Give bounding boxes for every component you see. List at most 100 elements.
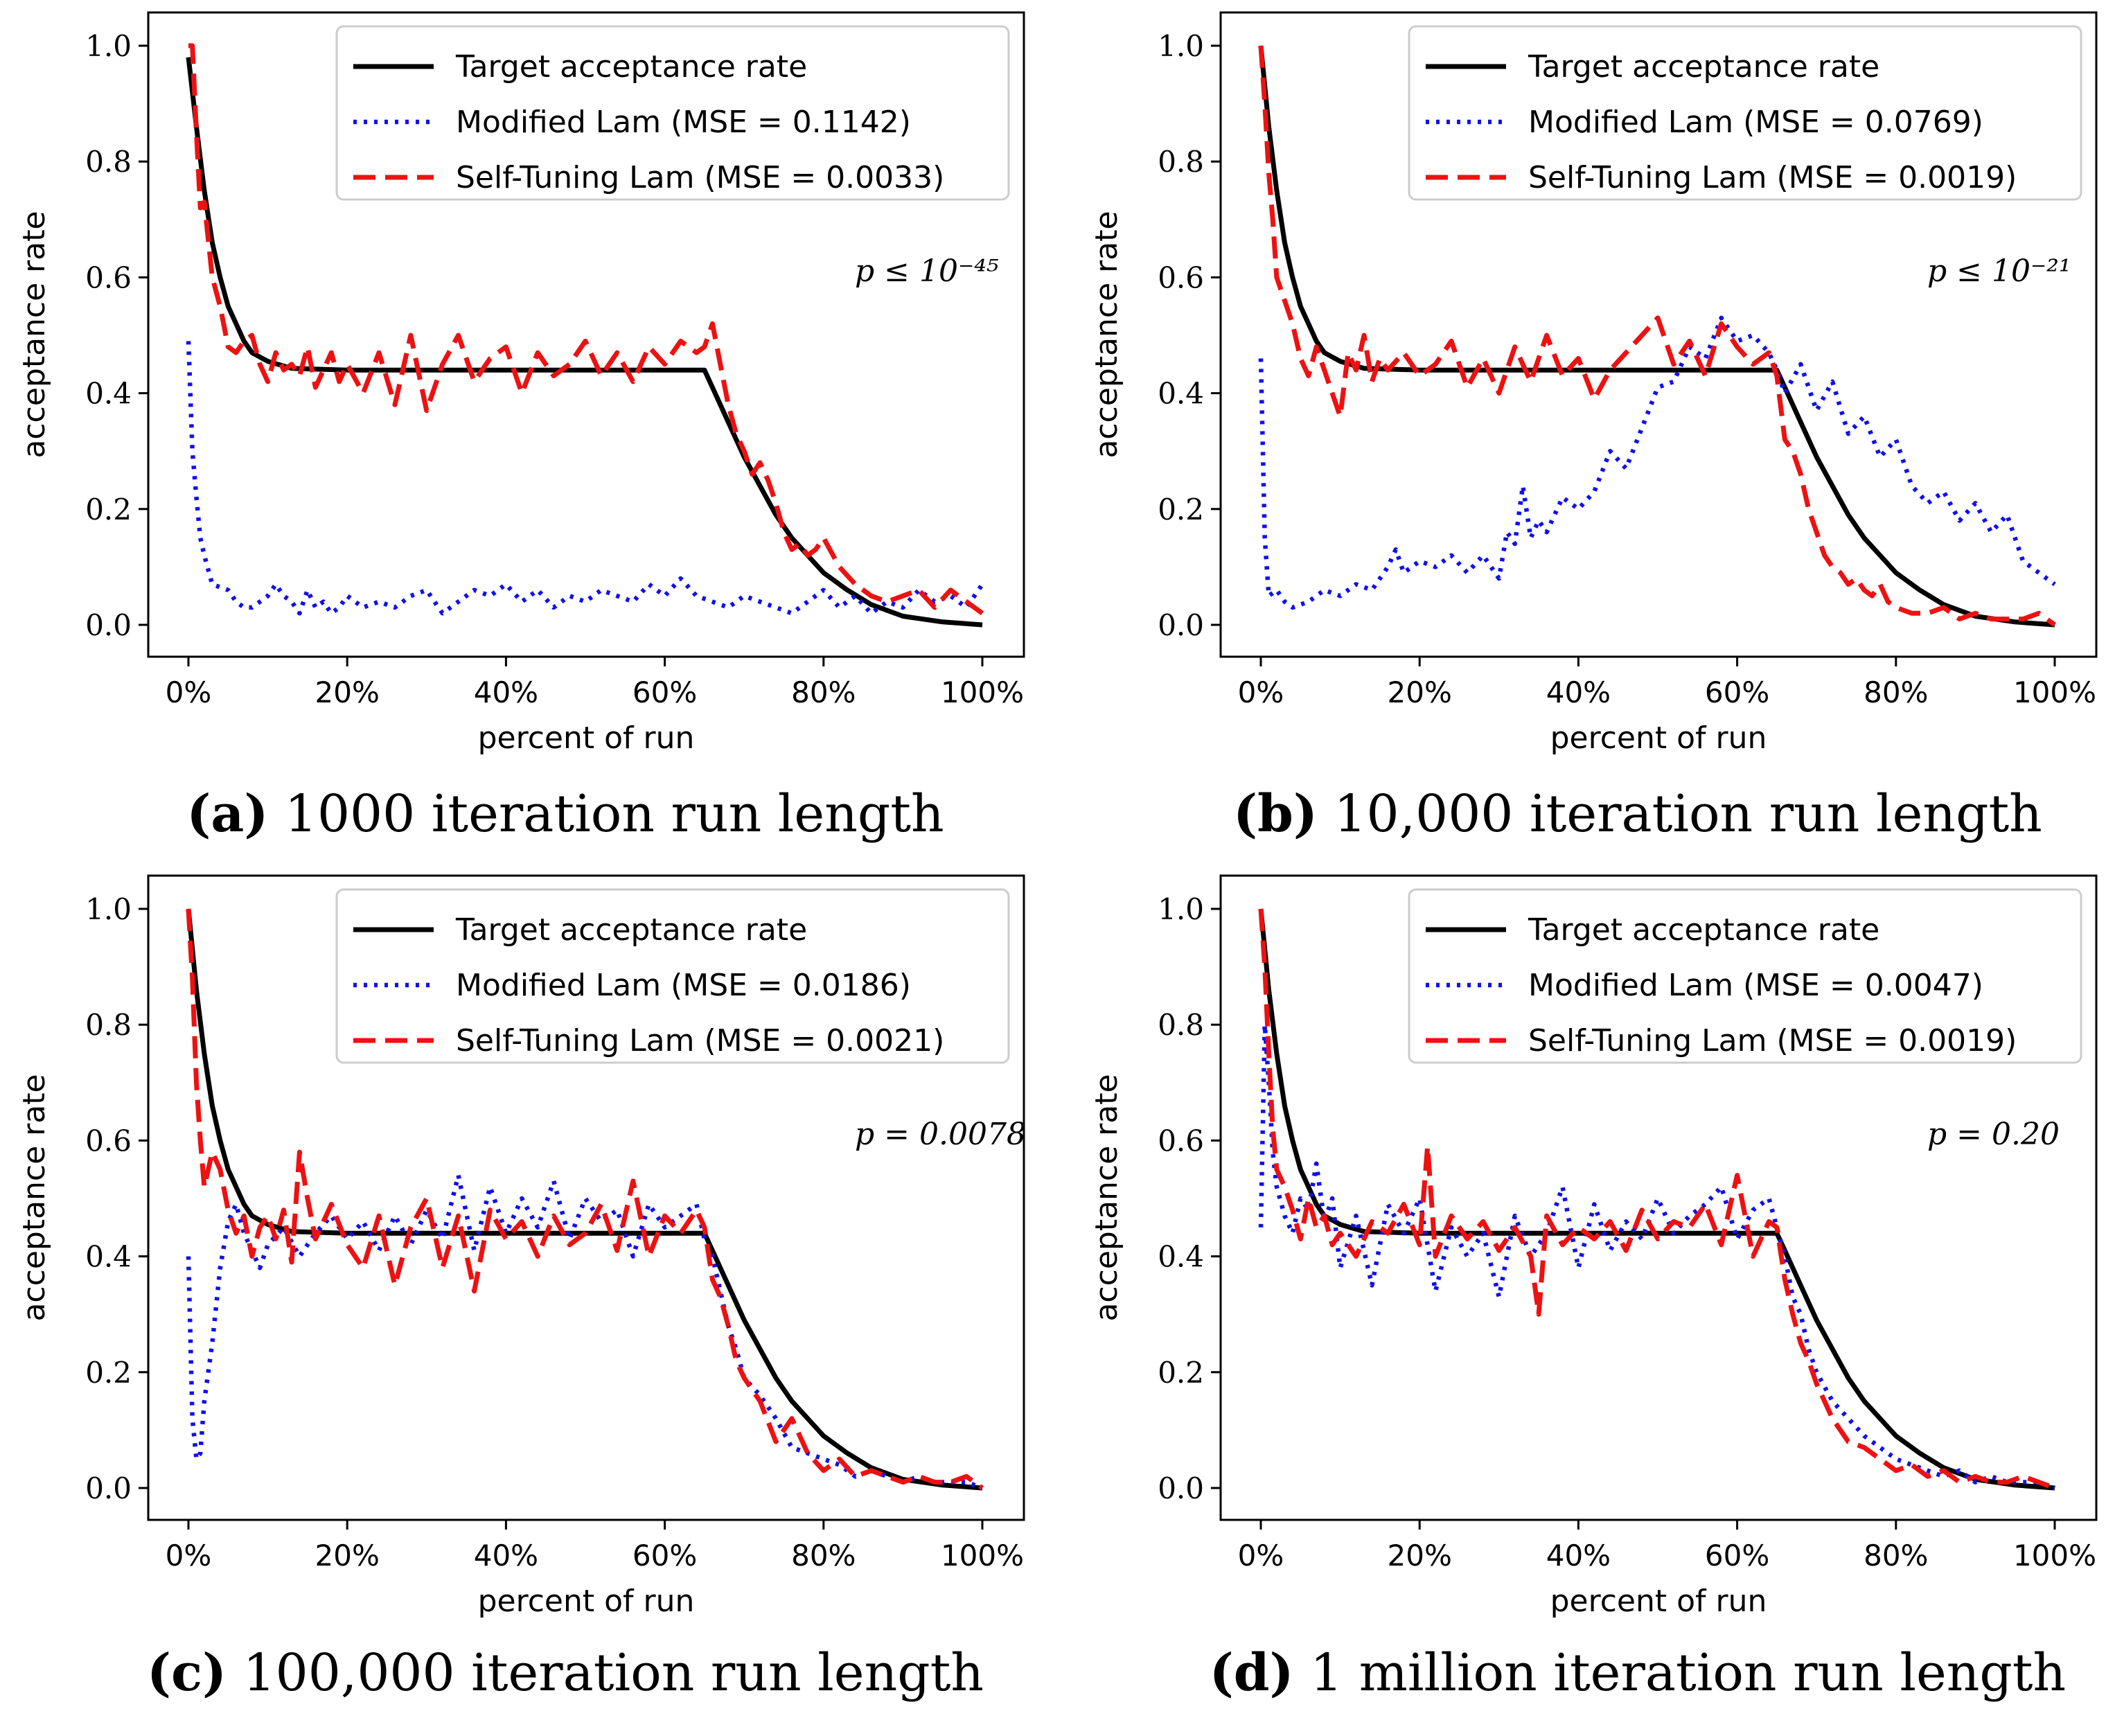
- x-tick-label: 0%: [166, 675, 212, 709]
- modified-lam-line: [186, 341, 984, 616]
- target-line: [1258, 45, 2055, 628]
- y-tick-label: 0.4: [1158, 377, 1204, 411]
- x-tick-label: 0%: [1238, 1539, 1284, 1573]
- y-tick-label: 0.0: [85, 1471, 132, 1505]
- x-tick-label: 20%: [1388, 1539, 1452, 1573]
- y-tick-label: 0.2: [1158, 1356, 1204, 1390]
- legend-label: Modified Lam (MSE = 0.0769): [1528, 105, 1983, 140]
- y-axis-label: acceptance rate: [17, 211, 52, 458]
- x-tick-label: 20%: [1388, 675, 1452, 709]
- subfigure-caption: (c) 100,000 iteration run length: [147, 1643, 984, 1703]
- x-tick-label: 100%: [2013, 1539, 2096, 1573]
- chart-panel-d: 0.0 0.2 0.4 0.6 0.8 1.0 0% 20% 40% 60% 80% 100% perc…: [1089, 874, 2098, 1703]
- caption-text: 100,000 iteration run length: [227, 1643, 984, 1703]
- caption-letter: (d): [1210, 1643, 1294, 1703]
- y-tick-label: 0.2: [1158, 493, 1204, 526]
- x-tick-label: 60%: [1705, 675, 1769, 709]
- legend-label: Self-Tuning Lam (MSE = 0.0021): [456, 1023, 944, 1059]
- subfigure-caption: (a) 1000 iteration run length: [186, 784, 944, 844]
- legend-label: Modified Lam (MSE = 0.0186): [456, 968, 911, 1003]
- self-tuning-lam-line: [1258, 908, 2056, 1491]
- x-tick-label: 80%: [791, 1539, 856, 1573]
- modified-lam-line: [186, 1173, 984, 1491]
- legend-box: [1408, 25, 2082, 201]
- x-axis-label: percent of run: [478, 720, 695, 756]
- caption-letter: (a): [186, 784, 268, 844]
- y-tick-label: 0.8: [85, 145, 132, 179]
- x-tick-label: 20%: [315, 1539, 380, 1573]
- caption-text: 10,000 iteration run length: [1318, 784, 2042, 844]
- y-tick-label: 0.8: [1158, 1008, 1204, 1042]
- caption-letter: (b): [1233, 784, 1318, 844]
- plot-frame: [1219, 874, 2098, 1521]
- legend-box: [335, 25, 1010, 201]
- p-value-annotation: p ≤ 10⁻²¹: [1927, 254, 2071, 289]
- y-tick-label: 0.8: [1158, 145, 1204, 179]
- legend-label: Self-Tuning Lam (MSE = 0.0019): [1528, 160, 2017, 195]
- legend-label: Target acceptance rate: [455, 49, 807, 85]
- x-tick-label: 60%: [632, 1539, 697, 1573]
- x-tick-label: 20%: [315, 675, 380, 709]
- y-axis-label: acceptance rate: [1089, 211, 1124, 458]
- y-tick-label: 0.4: [85, 377, 132, 411]
- legend-box: [1408, 888, 2082, 1064]
- x-tick-label: 60%: [632, 675, 697, 709]
- y-axis-label: acceptance rate: [17, 1074, 52, 1321]
- y-tick-label: 0.2: [85, 493, 132, 526]
- legend-label: Target acceptance rate: [455, 912, 807, 948]
- self-tuning-lam-line: [186, 908, 984, 1490]
- legend-label: Modified Lam (MSE = 0.1142): [456, 105, 911, 140]
- legend-label: Self-Tuning Lam (MSE = 0.0019): [1528, 1023, 2017, 1059]
- y-tick-label: 0.6: [1158, 260, 1204, 294]
- y-tick-label: 0.6: [85, 1124, 132, 1158]
- y-tick-label: 0.8: [85, 1008, 132, 1042]
- y-tick-label: 0.4: [85, 1240, 132, 1274]
- legend-label: Modified Lam (MSE = 0.0047): [1528, 968, 1983, 1003]
- x-tick-label: 40%: [474, 675, 538, 709]
- x-tick-label: 40%: [1546, 1539, 1611, 1573]
- x-axis-label: percent of run: [1550, 720, 1767, 756]
- target-line: [1258, 908, 2055, 1491]
- caption-text: 1000 iteration run length: [268, 784, 944, 844]
- modified-lam-line: [1258, 315, 2056, 610]
- chart-panel-c: 0.0 0.2 0.4 0.6 0.8 1.0 0% 20% 40% 60% 80% 100% perc…: [17, 874, 1026, 1703]
- x-axis-label: percent of run: [478, 1584, 695, 1619]
- subfigure-caption: (b) 10,000 iteration run length: [1233, 784, 2042, 844]
- x-tick-label: 100%: [2013, 675, 2096, 709]
- plot-frame: [147, 874, 1025, 1521]
- p-value-annotation: p = 0.0078: [855, 1117, 1026, 1152]
- p-value-annotation: p = 0.20: [1927, 1117, 2060, 1152]
- self-tuning-lam-line: [1258, 45, 2057, 627]
- chart-panel-a: 0.0 0.2 0.4 0.6 0.8 1.0 0% 20% 40% 60% 80% 100% perc…: [17, 11, 1025, 844]
- x-tick-label: 80%: [791, 675, 856, 709]
- p-value-annotation: p ≤ 10⁻⁴⁵: [855, 254, 999, 289]
- x-tick-label: 0%: [166, 1539, 212, 1573]
- x-tick-label: 100%: [941, 675, 1024, 709]
- legend-label: Target acceptance rate: [1528, 912, 1879, 948]
- legend-label: Self-Tuning Lam (MSE = 0.0033): [456, 160, 944, 195]
- plot-frame: [147, 11, 1025, 658]
- y-tick-label: 1.0: [1158, 29, 1204, 63]
- x-tick-label: 0%: [1238, 675, 1284, 709]
- y-tick-label: 0.0: [85, 608, 132, 642]
- legend-label: Target acceptance rate: [1528, 49, 1879, 85]
- plot-frame: [1219, 11, 2098, 658]
- x-tick-label: 40%: [1546, 675, 1611, 709]
- x-tick-label: 80%: [1864, 1539, 1928, 1573]
- y-tick-label: 1.0: [85, 892, 132, 926]
- y-tick-label: 1.0: [85, 29, 132, 63]
- y-tick-label: 1.0: [1158, 892, 1204, 926]
- legend-box: [335, 888, 1010, 1064]
- x-tick-label: 80%: [1864, 675, 1928, 709]
- y-tick-label: 0.4: [1158, 1240, 1204, 1274]
- y-tick-label: 0.2: [85, 1356, 132, 1390]
- y-tick-label: 0.6: [85, 260, 132, 294]
- x-axis-label: percent of run: [1550, 1584, 1767, 1619]
- caption-letter: (c): [147, 1643, 227, 1703]
- y-axis-label: acceptance rate: [1089, 1074, 1124, 1321]
- caption-text: 1 million iteration run length: [1294, 1643, 2067, 1703]
- modified-lam-line: [1258, 1022, 2056, 1491]
- chart-panel-b: 0.0 0.2 0.4 0.6 0.8 1.0 0% 20% 40% 60% 80% 100% perc…: [1089, 11, 2098, 844]
- self-tuning-lam-line: [188, 43, 984, 616]
